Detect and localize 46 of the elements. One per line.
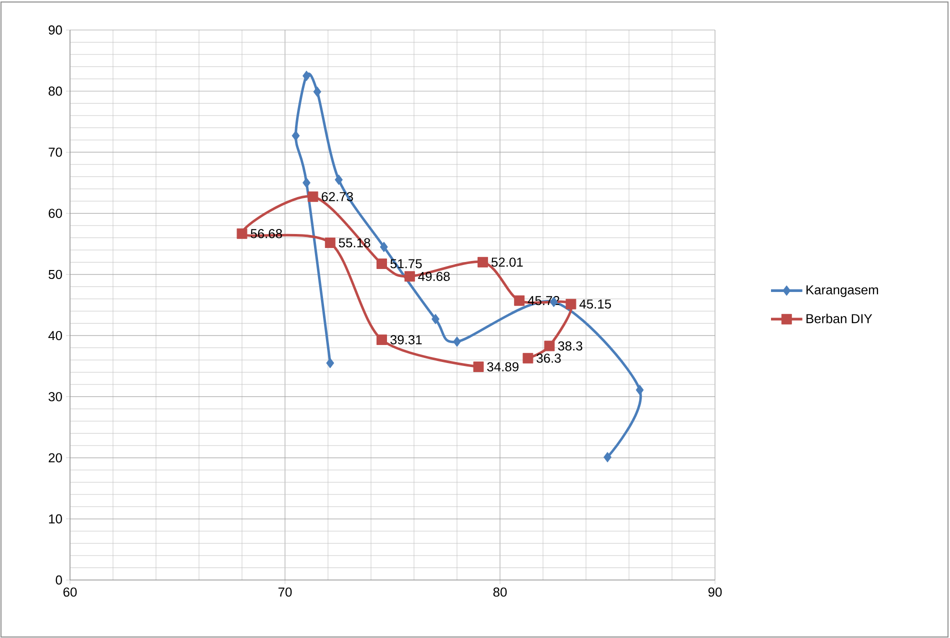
point	[478, 256, 488, 268]
y-tick-label: 10	[49, 514, 62, 524]
point	[544, 340, 555, 352]
y-tick-label: 70	[48, 148, 62, 157]
point	[453, 336, 461, 347]
data-label: 45.15	[579, 300, 611, 309]
data-label: 49.68	[418, 272, 450, 281]
point	[376, 334, 387, 346]
y-tick-label: 80	[48, 86, 62, 96]
point	[302, 70, 310, 82]
point	[473, 362, 484, 372]
y-tick-label: 90	[48, 25, 62, 35]
data-label: 34.89	[487, 362, 518, 372]
y-tick-label: 40	[48, 330, 62, 340]
point	[380, 242, 388, 252]
y-tick-label: 30	[48, 392, 62, 402]
point	[522, 352, 534, 364]
legend-label: Karangasem	[806, 285, 878, 297]
point	[636, 384, 644, 396]
point	[432, 314, 440, 324]
point	[376, 258, 387, 269]
point	[334, 174, 343, 185]
data-label: 39.31	[390, 335, 422, 344]
data-label: 52.01	[491, 258, 523, 267]
x-tick-label: 80	[493, 588, 507, 597]
point	[292, 130, 300, 141]
y-tick-label: 60	[48, 208, 62, 218]
y-tick-label: 50	[48, 270, 62, 280]
point	[566, 298, 576, 310]
point	[604, 452, 612, 462]
point	[313, 86, 322, 97]
point	[404, 271, 415, 282]
data-label: 38.3	[558, 341, 582, 351]
point	[236, 228, 248, 239]
legend-label: Berban DIY	[806, 314, 872, 324]
point	[302, 178, 310, 188]
point	[514, 295, 525, 306]
point	[326, 358, 334, 368]
point	[324, 238, 336, 248]
x-tick-label: 60	[63, 588, 77, 597]
x-tick-label: 70	[278, 588, 292, 597]
y-tick-label: 0	[56, 575, 62, 585]
y-tick-label: 20	[48, 453, 62, 462]
x-tick-label: 90	[708, 588, 722, 597]
data-label: 36.3	[536, 354, 561, 363]
point	[308, 191, 318, 202]
